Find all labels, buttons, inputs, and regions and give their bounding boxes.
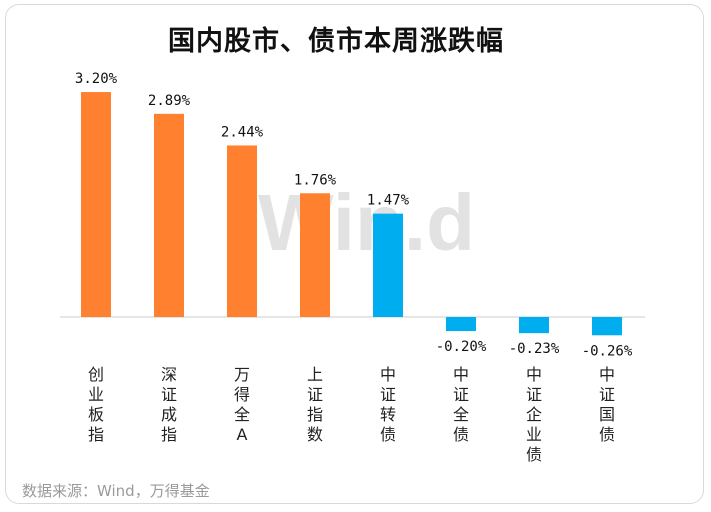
bar-1 <box>81 92 111 317</box>
category-label: 证 <box>599 385 615 404</box>
category-label: 创 <box>88 365 104 384</box>
category-label: 得 <box>234 385 250 404</box>
category-label: 深 <box>161 365 177 384</box>
category-label: 证 <box>453 385 469 404</box>
data-source: 数据来源：Wind，万得基金 <box>22 482 210 500</box>
category-label: 板 <box>88 405 104 424</box>
category-label: 万 <box>234 365 250 384</box>
category-label: 指 <box>307 405 323 424</box>
category-label: 债 <box>453 425 469 444</box>
category-label: 中 <box>526 365 542 384</box>
category-label: 指 <box>161 425 177 444</box>
bar-8 <box>592 317 622 336</box>
value-label: 1.76% <box>294 172 337 188</box>
category-label: 证 <box>526 385 542 404</box>
category-label: 上 <box>307 365 323 384</box>
category-label: 全 <box>234 405 250 424</box>
category-label: 债 <box>380 425 396 444</box>
category-label: 全 <box>453 405 469 424</box>
chart-title: 国内股市、债市本周涨跌幅 <box>168 26 504 57</box>
category-label: A <box>237 425 248 444</box>
category-label: 指 <box>88 425 104 444</box>
bars-group: 3.20%创业板指2.89%深证成指2.44%万得全A1.76%上证指数1.47… <box>60 71 645 464</box>
value-label: 2.89% <box>148 93 191 109</box>
bar-3 <box>227 145 257 317</box>
category-label: 债 <box>526 445 542 464</box>
category-label: 中 <box>380 365 396 384</box>
bar-4 <box>300 193 330 317</box>
category-label: 证 <box>307 385 323 404</box>
category-label: 转 <box>380 405 396 424</box>
category-label: 成 <box>161 405 177 424</box>
category-label: 中 <box>453 365 469 384</box>
category-label: 债 <box>599 425 615 444</box>
value-label: 2.44% <box>221 124 264 140</box>
value-label: -0.20% <box>436 339 487 355</box>
chart-card: 国内股市、债市本周涨跌幅 数据来源：Wind，万得基金 <box>5 4 704 504</box>
category-label: 企 <box>526 405 542 424</box>
category-label: 国 <box>599 405 615 424</box>
bar-7 <box>519 317 549 334</box>
bar-5 <box>373 213 403 317</box>
wind-watermark: Win.d <box>258 178 475 267</box>
category-label: 中 <box>599 365 615 384</box>
category-label: 数 <box>307 425 323 444</box>
bar-2 <box>154 113 184 317</box>
bar-6 <box>446 317 476 332</box>
value-label: 1.47% <box>367 193 410 209</box>
value-label: 3.20% <box>75 71 118 87</box>
category-label: 业 <box>88 385 104 404</box>
value-label: -0.26% <box>582 343 633 359</box>
category-label: 业 <box>526 425 542 444</box>
category-label: 证 <box>161 385 177 404</box>
category-label: 证 <box>380 385 396 404</box>
value-label: -0.23% <box>509 341 560 357</box>
